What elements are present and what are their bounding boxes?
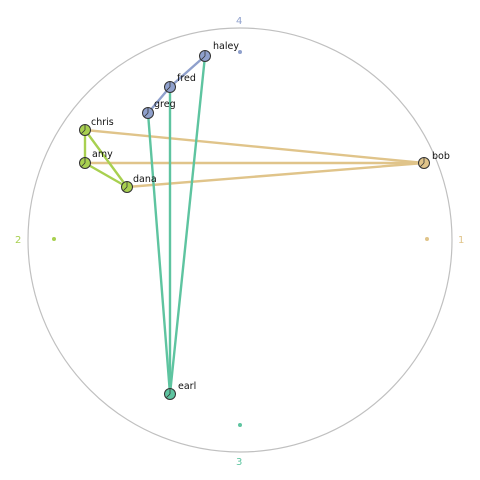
edge-chris-dana xyxy=(83,128,129,189)
anchor-label-1: 1 xyxy=(458,235,464,246)
node-bob: bob xyxy=(418,151,450,169)
edge-bob-chris xyxy=(83,128,426,165)
anchor-point-1 xyxy=(425,237,429,241)
node-greg: greg xyxy=(142,99,176,119)
anchor-point-2 xyxy=(52,237,56,241)
edge-bob-dana xyxy=(125,161,426,189)
node-chris: chris xyxy=(79,117,114,136)
node-label: bob xyxy=(432,151,450,162)
node-marker-tick xyxy=(166,389,171,398)
node-dana: dana xyxy=(121,174,157,193)
edge-haley-fred xyxy=(168,54,207,89)
nodes-layer: bob chris amy dana earl haley fred greg xyxy=(79,41,450,400)
node-earl: earl xyxy=(164,381,196,400)
anchor-point-3 xyxy=(238,423,242,427)
boundary-circle xyxy=(27,27,453,453)
edges-layer xyxy=(83,54,426,396)
node-label: fred xyxy=(177,73,196,84)
node-amy: amy xyxy=(79,149,113,169)
node-label: amy xyxy=(92,149,113,160)
node-label: haley xyxy=(213,41,239,52)
anchor-point-4 xyxy=(238,50,242,54)
node-marker-tick xyxy=(123,182,128,191)
node-marker-tick xyxy=(144,108,149,117)
node-marker-tick xyxy=(201,51,206,60)
node-marker-tick xyxy=(166,82,171,91)
node-label: greg xyxy=(154,99,176,110)
edge-earl-haley xyxy=(168,54,207,396)
node-label: dana xyxy=(133,174,157,185)
anchor-label-4: 4 xyxy=(236,16,242,27)
node-marker-tick xyxy=(420,158,425,167)
node-label: earl xyxy=(178,381,196,392)
anchors-layer: 1 2 3 4 xyxy=(15,16,464,468)
anchor-label-2: 2 xyxy=(15,235,21,246)
node-label: chris xyxy=(91,117,114,128)
edge-amy-dana xyxy=(83,161,129,189)
node-haley: haley xyxy=(199,41,239,62)
node-marker-tick xyxy=(81,158,86,167)
node-fred: fred xyxy=(164,73,196,93)
anchor-label-3: 3 xyxy=(236,457,242,468)
node-marker-tick xyxy=(81,125,86,134)
edge-earl-greg xyxy=(146,111,172,396)
